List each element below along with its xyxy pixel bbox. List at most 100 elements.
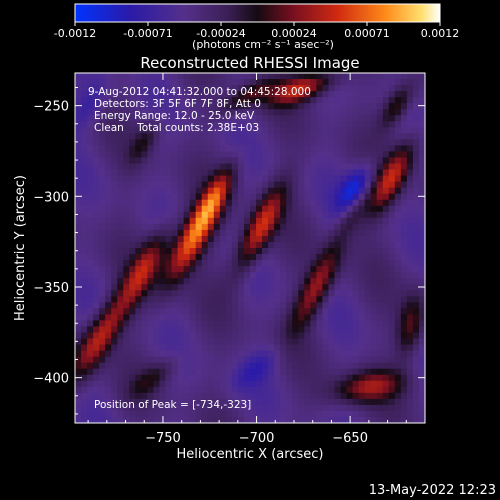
heatmap-cell bbox=[147, 320, 154, 327]
heatmap-cell bbox=[364, 308, 372, 315]
heatmap-cell bbox=[400, 181, 408, 189]
heatmap-cell bbox=[352, 374, 360, 382]
heatmap-cell bbox=[171, 248, 178, 255]
heatmap-cell bbox=[376, 398, 384, 406]
heatmap-cell bbox=[105, 254, 112, 261]
heatmap-cell bbox=[213, 248, 221, 255]
heatmap-cell bbox=[81, 410, 88, 418]
heatmap-cell bbox=[225, 254, 233, 261]
heatmap-cell bbox=[382, 344, 390, 351]
heatmap-cell bbox=[177, 344, 185, 351]
heatmap-cell bbox=[129, 362, 136, 370]
heatmap-cell bbox=[286, 356, 293, 364]
heatmap-cell bbox=[135, 217, 142, 225]
heatmap-cell bbox=[153, 199, 160, 207]
heatmap-cell bbox=[231, 248, 239, 255]
heatmap-cell bbox=[388, 163, 396, 170]
heatmap-cell bbox=[177, 127, 185, 134]
heatmap-cell bbox=[183, 416, 191, 423]
heatmap-cell bbox=[328, 374, 335, 382]
heatmap-cell bbox=[105, 260, 112, 267]
heatmap-cell bbox=[99, 404, 106, 412]
heatmap-cell bbox=[250, 362, 257, 370]
heatmap-cell bbox=[292, 344, 299, 351]
heatmap-cell bbox=[358, 362, 366, 370]
heatmap-cell bbox=[171, 127, 178, 134]
heatmap-cell bbox=[256, 416, 263, 423]
heatmap-cell bbox=[141, 386, 148, 394]
heatmap-cell bbox=[412, 260, 420, 267]
heatmap-cell bbox=[298, 248, 305, 255]
heatmap-cell bbox=[316, 398, 323, 406]
heatmap-cell bbox=[237, 205, 245, 213]
heatmap-cell bbox=[292, 163, 299, 170]
heatmap-cell bbox=[376, 175, 384, 183]
heatmap-cell bbox=[189, 199, 197, 207]
heatmap-cell bbox=[250, 145, 257, 152]
heatmap-cell bbox=[250, 169, 257, 176]
heatmap-cell bbox=[382, 229, 390, 237]
heatmap-cell bbox=[292, 302, 299, 309]
heatmap-cell bbox=[171, 85, 178, 92]
heatmap-cell bbox=[237, 91, 245, 98]
heatmap-cell bbox=[153, 73, 160, 80]
heatmap-cell bbox=[316, 392, 323, 400]
heatmap-cell bbox=[280, 278, 287, 285]
heatmap-cell bbox=[388, 386, 396, 394]
heatmap-cell bbox=[135, 139, 142, 146]
heatmap-cell bbox=[406, 410, 414, 418]
heatmap-cell bbox=[316, 272, 323, 279]
heatmap-cell bbox=[183, 356, 191, 364]
heatmap-cell bbox=[292, 374, 299, 382]
heatmap-cell bbox=[328, 157, 335, 164]
heatmap-cell bbox=[153, 79, 160, 86]
heatmap-cell bbox=[376, 121, 384, 128]
heatmap-cell bbox=[262, 284, 269, 291]
heatmap-cell bbox=[237, 85, 245, 92]
heatmap-cell bbox=[243, 290, 251, 297]
heatmap-cell bbox=[195, 187, 203, 195]
heatmap-cell bbox=[286, 392, 293, 400]
heatmap-cell bbox=[231, 79, 239, 86]
heatmap-cell bbox=[334, 338, 341, 345]
heatmap-cell bbox=[87, 350, 94, 358]
heatmap-cell bbox=[262, 374, 269, 382]
y-tick-label: −300 bbox=[33, 190, 69, 205]
heatmap-cell bbox=[334, 404, 341, 412]
heatmap-cell bbox=[292, 85, 299, 92]
heatmap-cell bbox=[316, 248, 323, 255]
heatmap-cell bbox=[201, 145, 209, 152]
heatmap-cell bbox=[75, 97, 82, 104]
heatmap-cell bbox=[406, 85, 414, 92]
heatmap-cell bbox=[189, 79, 197, 86]
heatmap-cell bbox=[316, 109, 323, 116]
heatmap-cell bbox=[262, 169, 269, 176]
heatmap-cell bbox=[189, 163, 197, 170]
heatmap-cell bbox=[153, 332, 160, 339]
heatmap-cell bbox=[328, 308, 335, 315]
heatmap-cell bbox=[93, 115, 100, 122]
heatmap-cell bbox=[183, 229, 191, 237]
heatmap-cell bbox=[298, 199, 305, 207]
heatmap-cell bbox=[274, 290, 281, 297]
heatmap-cell bbox=[322, 392, 329, 400]
heatmap-cell bbox=[316, 211, 323, 219]
heatmap-cell bbox=[165, 416, 172, 423]
heatmap-cell bbox=[147, 362, 154, 370]
heatmap-cell bbox=[376, 241, 384, 249]
heatmap-cell bbox=[195, 314, 203, 321]
heatmap-cell bbox=[171, 302, 178, 309]
heatmap-cell bbox=[292, 151, 299, 158]
heatmap-cell bbox=[412, 410, 420, 418]
heatmap-cell bbox=[346, 217, 353, 225]
heatmap-cell bbox=[268, 344, 275, 351]
heatmap-cell bbox=[256, 356, 263, 364]
heatmap-cell bbox=[334, 272, 341, 279]
heatmap-cell bbox=[171, 278, 178, 285]
heatmap-cell bbox=[129, 73, 136, 80]
heatmap-cell bbox=[123, 157, 130, 164]
heatmap-cell bbox=[195, 163, 203, 170]
heatmap-cell bbox=[388, 356, 396, 364]
heatmap-cell bbox=[370, 356, 378, 364]
heatmap-cell bbox=[298, 290, 305, 297]
